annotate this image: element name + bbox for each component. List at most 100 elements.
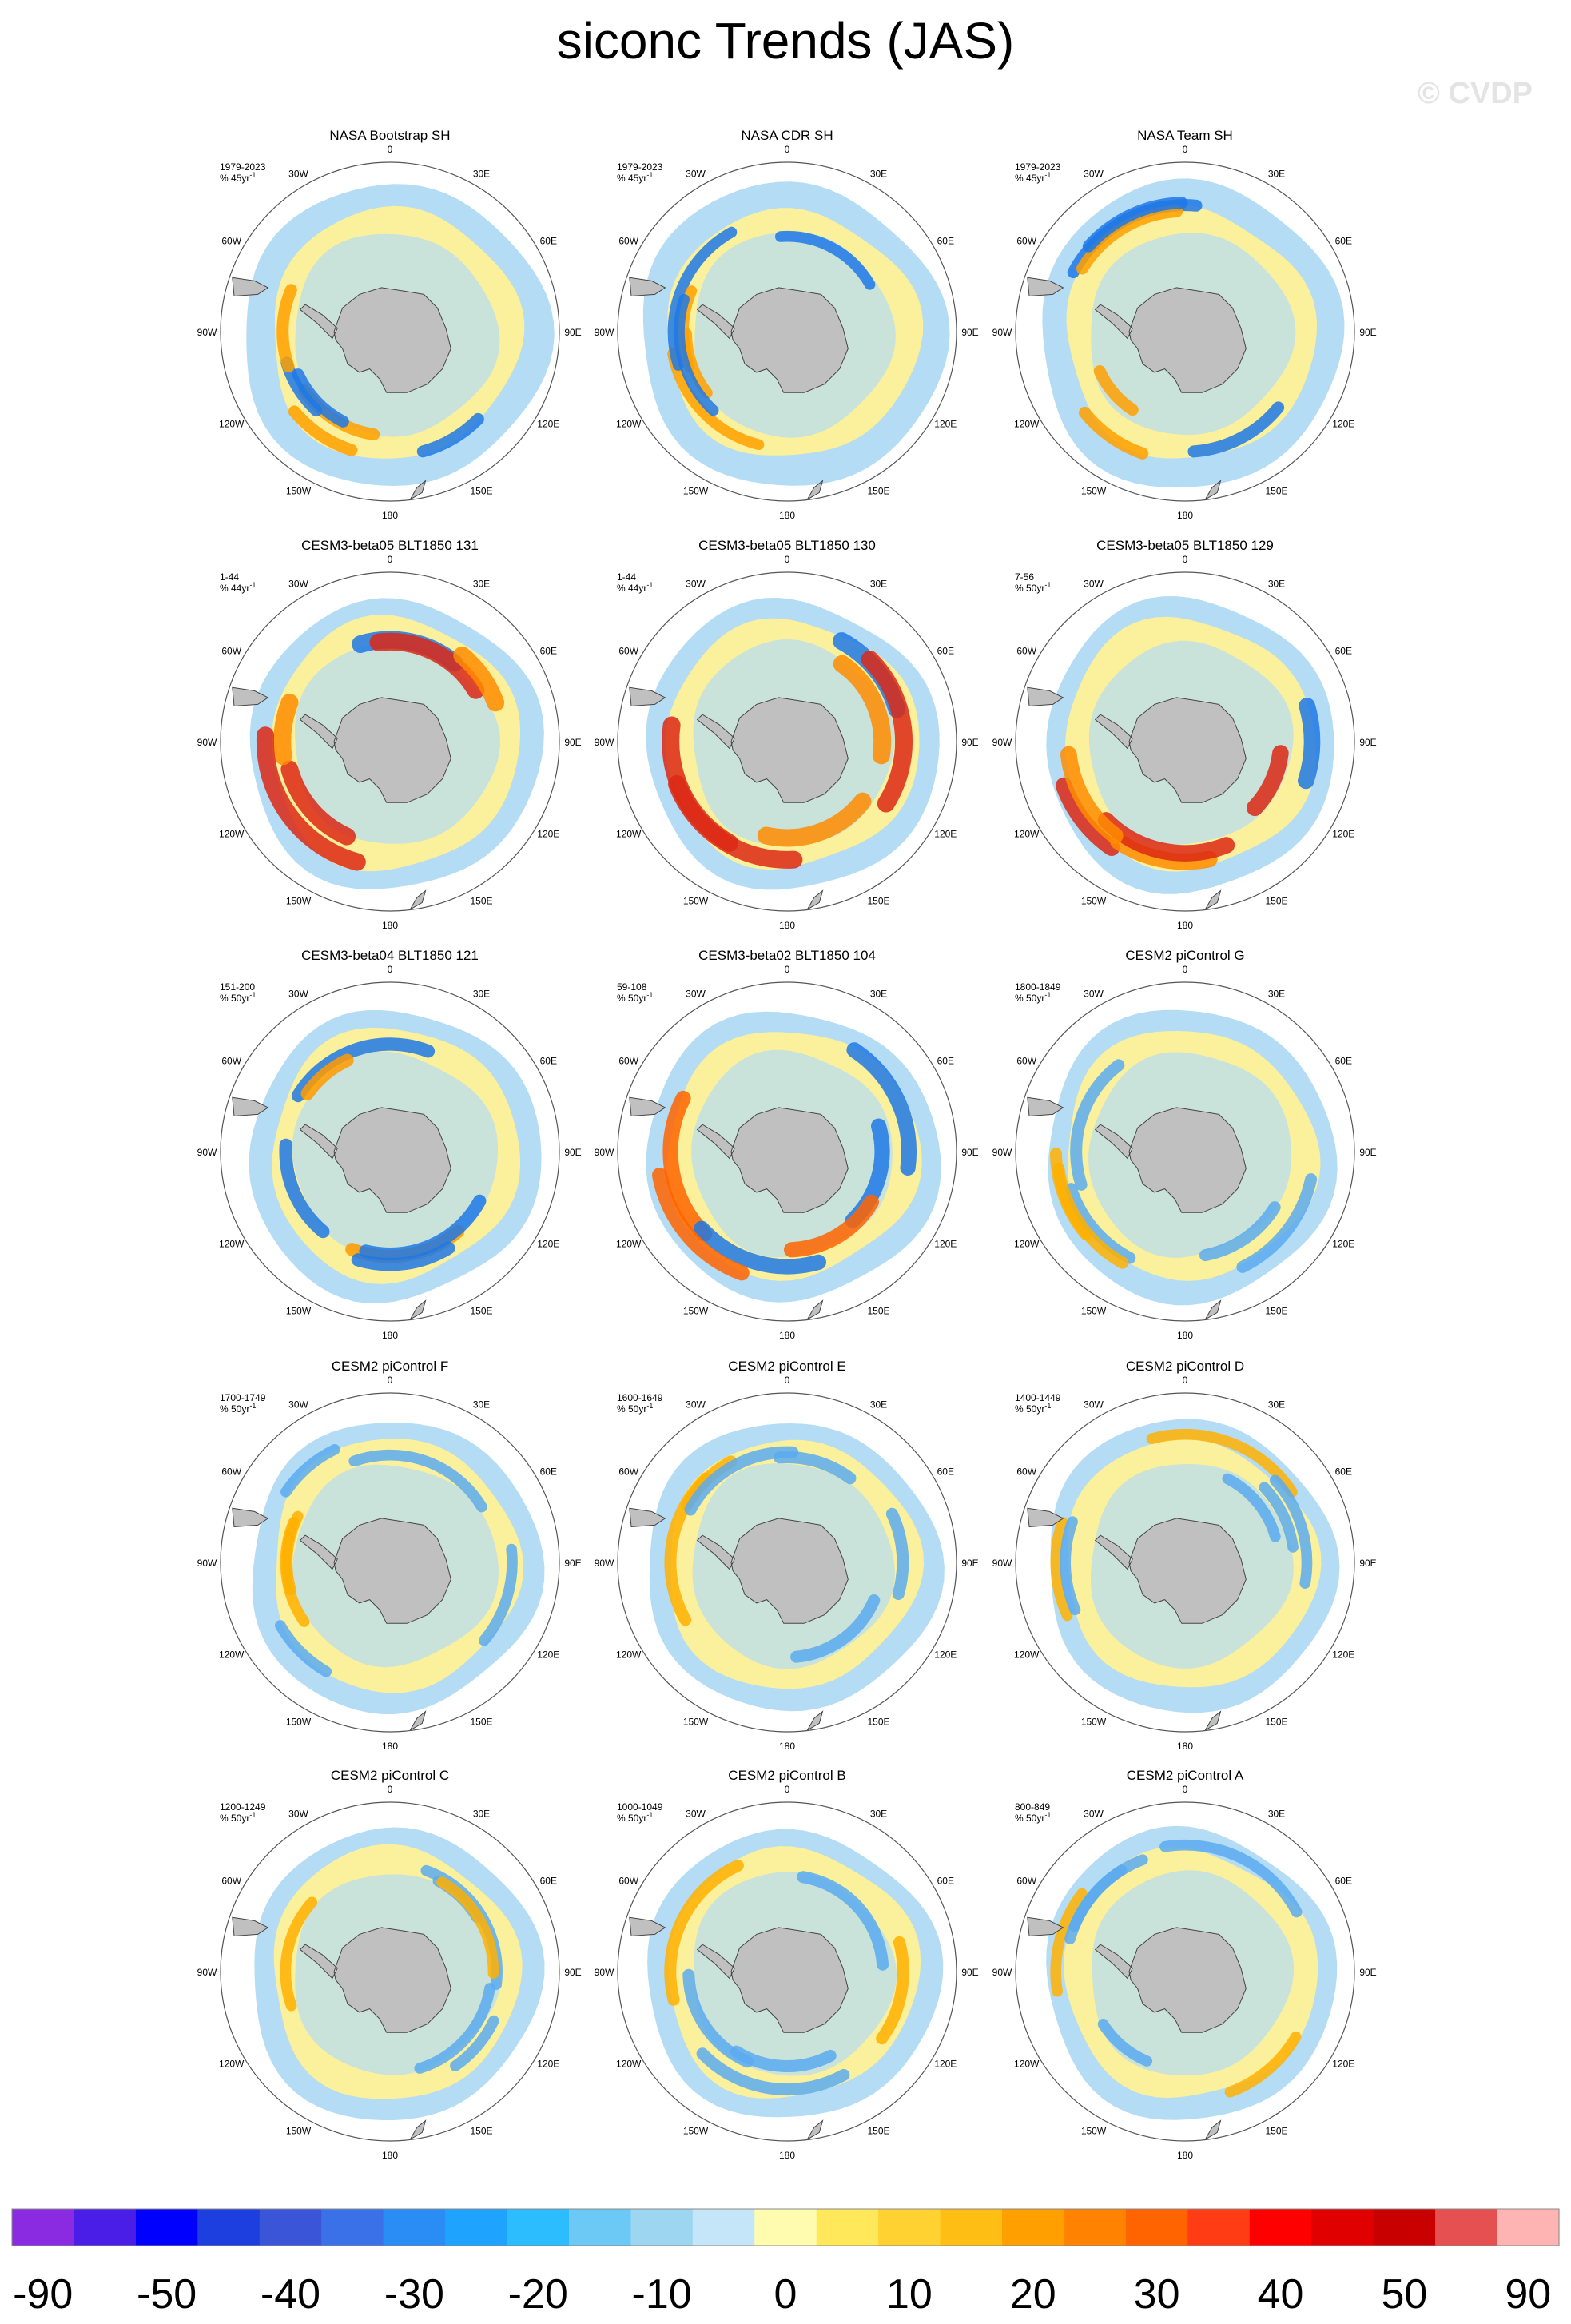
lon-label: 60E xyxy=(1335,1466,1352,1478)
lon-label: 90E xyxy=(564,1558,581,1569)
lon-label: 30E xyxy=(1268,989,1285,1000)
trend-band xyxy=(1269,1474,1313,1589)
trend-field xyxy=(232,1827,545,2141)
lon-label: 90W xyxy=(992,327,1012,338)
new-zealand xyxy=(1204,2119,1222,2141)
tasmania xyxy=(480,880,492,892)
map-outline xyxy=(617,571,957,912)
panel-title: CESM3-beta05 BLT1850 129 xyxy=(1096,538,1274,553)
lon-label: 30W xyxy=(686,579,706,590)
colorbar-tick-label: 40 xyxy=(1258,2271,1304,2318)
colorbar-box xyxy=(569,2209,631,2246)
lon-label: 90E xyxy=(1359,327,1376,338)
panel-years: 1200-1249 xyxy=(220,1801,266,1813)
lon-label: 150E xyxy=(867,895,889,906)
new-zealand xyxy=(806,2119,824,2141)
trend-field xyxy=(1027,1009,1338,1321)
antarctica xyxy=(299,1518,451,1624)
lon-label: 150E xyxy=(1265,1305,1287,1316)
south-america xyxy=(1027,1507,1064,1528)
lon-label: 150W xyxy=(683,2125,709,2136)
lon-label: 120W xyxy=(616,1239,642,1250)
panel-title: CESM2 piControl D xyxy=(1126,1359,1244,1374)
lon-label: 60W xyxy=(221,1876,241,1887)
lon-label: 0 xyxy=(1183,554,1188,565)
south-america xyxy=(1027,277,1064,297)
panel-years: 1000-1049 xyxy=(617,1801,663,1813)
trend-band xyxy=(436,1876,499,1979)
trend-band xyxy=(846,1042,917,1176)
lon-label: 150E xyxy=(867,1305,889,1316)
lon-label: 30E xyxy=(1268,169,1285,180)
lon-label: 180 xyxy=(779,510,795,521)
lon-label: 150W xyxy=(286,895,312,906)
tasmania xyxy=(877,1290,889,1302)
lon-label: 120W xyxy=(616,1649,642,1661)
colorbar-box xyxy=(940,2209,1003,2246)
south-america xyxy=(232,277,269,297)
lon-label: 150W xyxy=(1081,2125,1107,2136)
panel-years: 800-849 xyxy=(1015,1801,1050,1813)
lon-label: 90W xyxy=(197,1147,217,1158)
lon-label: 150W xyxy=(683,485,709,496)
panel-title: CESM2 piControl E xyxy=(728,1359,845,1374)
lon-label: 120W xyxy=(616,829,642,840)
map-panel: CESM2 piControl F 1700-1749% 50yr-1 0 30E 60… xyxy=(197,1359,582,1752)
trend-band xyxy=(369,632,485,699)
south-america xyxy=(629,1507,666,1528)
colorbar-tick-label: -20 xyxy=(508,2271,568,2318)
trend-band xyxy=(351,1241,455,1271)
panel-units: % 50yr-1 xyxy=(617,1811,653,1824)
trend-band xyxy=(790,1594,881,1663)
lon-label: 120E xyxy=(537,829,559,840)
lon-label: 30W xyxy=(1084,989,1104,1000)
trend-field xyxy=(232,598,544,911)
map-outline xyxy=(220,1801,560,2142)
lon-label: 90W xyxy=(595,1558,614,1569)
new-zealand xyxy=(1204,1299,1222,1321)
lon-label: 30E xyxy=(870,989,887,1000)
lon-label: 150E xyxy=(867,2125,889,2136)
lon-label: 120E xyxy=(537,1649,559,1661)
new-zealand xyxy=(1204,1710,1222,1732)
colorbar-box xyxy=(630,2209,694,2246)
colorbar-box xyxy=(1002,2209,1064,2246)
trend-field xyxy=(629,181,950,501)
lon-label: 150W xyxy=(683,1716,709,1727)
lon-label: 180 xyxy=(382,510,398,521)
colorbar-tick-label: 30 xyxy=(1134,2271,1180,2318)
trend-band xyxy=(694,1220,826,1275)
lon-label: 60W xyxy=(618,236,638,247)
panel-title: CESM3-beta02 BLT1850 104 xyxy=(698,948,876,963)
lon-label: 0 xyxy=(1183,964,1188,975)
lon-label: 180 xyxy=(382,1330,398,1341)
south-america xyxy=(1027,1916,1064,1937)
lon-label: 60E xyxy=(937,1466,954,1478)
lon-label: 180 xyxy=(1177,920,1193,931)
trend-band xyxy=(797,1871,889,1971)
lon-label: 30E xyxy=(1268,1809,1285,1820)
panel-title: CESM2 piControl A xyxy=(1127,1768,1244,1783)
map-outline xyxy=(220,1392,560,1733)
lon-label: 120W xyxy=(1014,1649,1040,1661)
south-america xyxy=(1027,1096,1064,1117)
lon-label: 180 xyxy=(382,2150,398,2161)
lon-label: 90E xyxy=(961,737,978,748)
lon-label: 0 xyxy=(388,1784,393,1795)
trend-field xyxy=(629,1423,945,1732)
trend-band xyxy=(861,651,913,813)
lon-label: 150E xyxy=(867,1716,889,1727)
lon-label: 120E xyxy=(537,419,559,430)
trend-band xyxy=(876,1936,909,2045)
panel-title: CESM2 piControl F xyxy=(332,1359,448,1374)
panel-title: CESM3-beta05 BLT1850 131 xyxy=(301,538,479,553)
trend-band xyxy=(1187,401,1285,458)
lon-label: 30E xyxy=(473,169,490,180)
panel-units: % 50yr-1 xyxy=(220,1811,256,1824)
lon-label: 60W xyxy=(618,1876,638,1887)
lon-label: 90W xyxy=(197,1967,217,1978)
lon-label: 90W xyxy=(197,1558,217,1569)
colorbar-box xyxy=(1373,2209,1436,2246)
lon-label: 30W xyxy=(288,579,308,590)
lon-label: 60E xyxy=(1335,1876,1352,1887)
